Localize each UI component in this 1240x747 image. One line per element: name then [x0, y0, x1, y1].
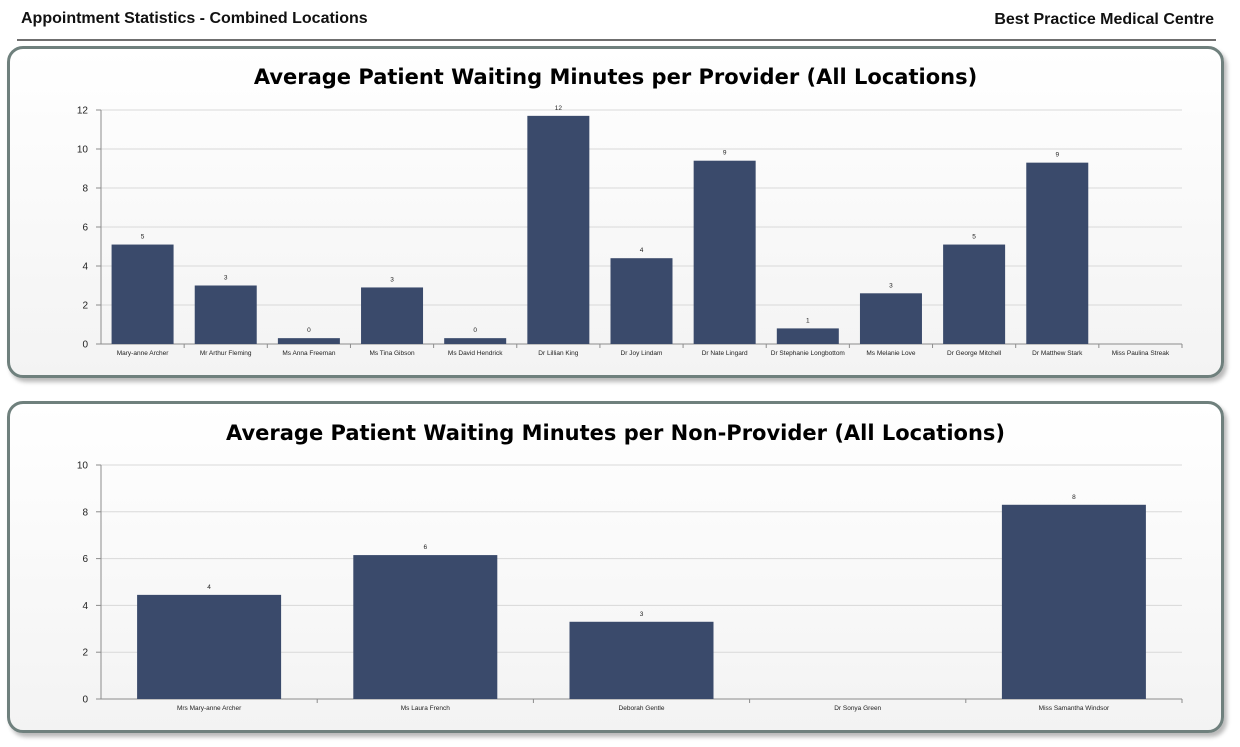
bar — [444, 338, 507, 344]
data-label: 0 — [473, 327, 477, 334]
chart-title: Average Patient Waiting Minutes per Non-… — [225, 421, 1006, 445]
y-tick-label: 12 — [77, 106, 89, 117]
data-label: 3 — [889, 282, 893, 289]
data-label: 8 — [1072, 494, 1076, 501]
data-label: 1 — [806, 317, 810, 324]
data-label: 5 — [972, 234, 976, 241]
x-tick-label: Dr Joy Lindam — [621, 350, 663, 357]
data-label: 6 — [423, 544, 427, 551]
non-provider-chart-panel: Average Patient Waiting Minutes per Non-… — [7, 401, 1224, 733]
data-label: 4 — [207, 584, 211, 591]
bar — [137, 594, 282, 699]
x-tick-label: Mary-anne Archer — [117, 350, 169, 357]
bar — [361, 287, 424, 344]
y-tick-label: 6 — [82, 223, 88, 234]
bar — [693, 160, 756, 344]
bar — [527, 115, 590, 344]
bar — [1001, 504, 1146, 699]
x-tick-label: Deborah Gentle — [619, 705, 665, 712]
x-tick-label: Dr Sonya Green — [834, 705, 881, 712]
data-label: 9 — [723, 150, 727, 157]
x-tick-label: Dr George Mitchell — [947, 350, 1002, 357]
data-label: 12 — [555, 105, 563, 112]
x-tick-label: Ms Melanie Love — [866, 350, 916, 357]
bar — [353, 555, 498, 699]
non-provider-bar-chart: 0 2 4 6 8 10 4 Mrs Mary-anne Archer 6 Ms Laura Fr… — [77, 461, 1183, 712]
y-tick-label: 4 — [82, 601, 88, 612]
bar — [569, 621, 714, 699]
y-tick-label: 8 — [82, 184, 88, 195]
y-tick-label: 2 — [82, 648, 88, 659]
data-label: 3 — [224, 275, 228, 282]
x-tick-label: Ms Laura French — [401, 705, 451, 712]
report-header: Appointment Statistics - Combined Locati… — [17, 0, 1216, 41]
x-tick-label: Miss Samantha Windsor — [1039, 705, 1110, 712]
y-tick-label: 4 — [82, 262, 88, 273]
report-title: Appointment Statistics - Combined Locati… — [21, 10, 368, 27]
bar — [111, 244, 174, 344]
x-tick-label: Ms David Hendrick — [448, 350, 503, 357]
data-label: 4 — [640, 247, 644, 254]
data-label: 0 — [307, 327, 311, 334]
chart-title: Average Patient Waiting Minutes per Prov… — [253, 65, 978, 89]
y-tick-label: 10 — [77, 145, 89, 156]
bar — [194, 285, 257, 344]
x-tick-label: Mrs Mary-anne Archer — [177, 705, 242, 712]
y-tick-label: 8 — [82, 507, 88, 518]
x-tick-label: Ms Tina Gibson — [369, 350, 415, 357]
bar — [610, 258, 673, 344]
bar — [277, 338, 340, 344]
y-tick-label: 2 — [82, 301, 88, 312]
x-tick-label: Dr Nate Lingard — [702, 350, 748, 357]
x-tick-label: Dr Matthew Stark — [1032, 350, 1083, 357]
organization-name: Best Practice Medical Centre — [994, 11, 1214, 28]
provider-chart-panel: Average Patient Waiting Minutes per Prov… — [7, 46, 1224, 378]
bar — [859, 293, 922, 344]
y-tick-label: 0 — [82, 340, 88, 351]
y-tick-label: 10 — [77, 461, 89, 472]
y-tick-label: 6 — [82, 554, 88, 565]
data-label: 9 — [1055, 152, 1059, 159]
bar — [943, 244, 1006, 344]
data-label: 5 — [141, 234, 145, 241]
x-tick-label: Dr Stephanie Longbottom — [771, 350, 845, 357]
bar — [776, 328, 839, 344]
x-tick-label: Mr Arthur Fleming — [200, 350, 252, 357]
x-tick-label: Dr Lillian King — [538, 350, 578, 357]
x-tick-label: Ms Anna Freeman — [282, 350, 335, 357]
data-label: 3 — [640, 611, 644, 618]
bar — [1026, 162, 1089, 344]
y-tick-label: 0 — [82, 695, 88, 706]
x-tick-label: Miss Paulina Streak — [1112, 350, 1170, 357]
data-label: 3 — [390, 276, 394, 283]
